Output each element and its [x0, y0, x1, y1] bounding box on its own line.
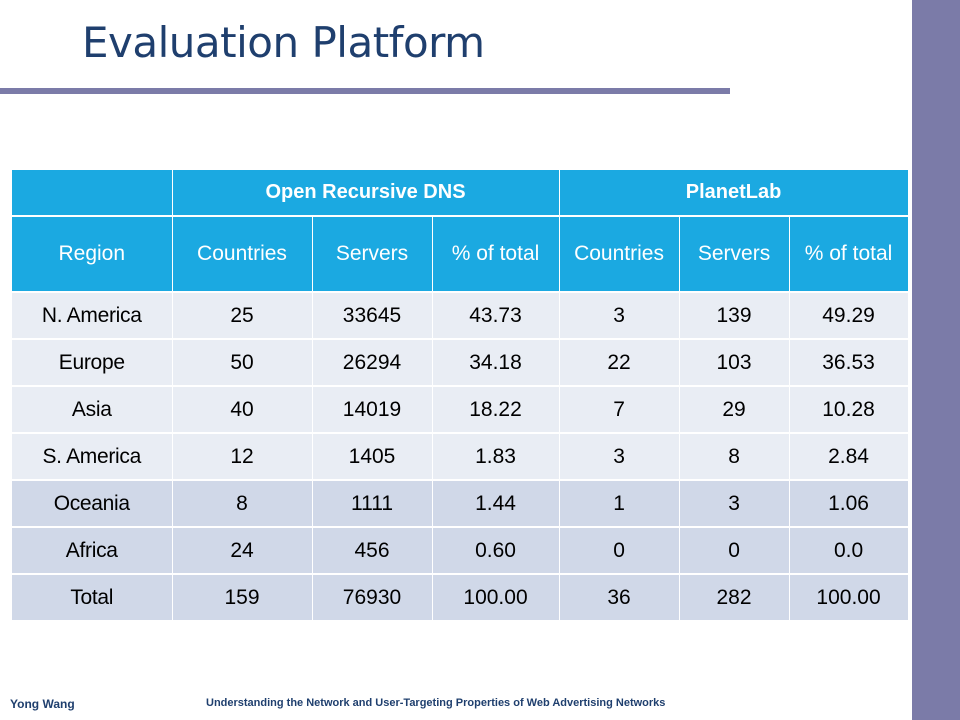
table-cell: 10.28 — [789, 386, 909, 434]
region-cell: Oceania — [12, 480, 173, 528]
group-header-open-recursive-dns: Open Recursive DNS — [172, 170, 560, 217]
group-header-row: Open Recursive DNS PlanetLab — [12, 170, 909, 217]
table-cell: 33645 — [312, 292, 433, 340]
table-cell: 26294 — [312, 339, 433, 387]
table-cell: 159 — [172, 574, 313, 622]
table-cell: 3 — [559, 433, 680, 481]
column-header-row: Region Countries Servers % of total Coun… — [12, 216, 909, 293]
table-cell: 139 — [679, 292, 790, 340]
table-cell: 29 — [679, 386, 790, 434]
table-cell: 76930 — [312, 574, 433, 622]
table-cell: 1111 — [312, 480, 433, 528]
region-cell: Africa — [12, 527, 173, 575]
table-cell: 36 — [559, 574, 680, 622]
table-cell: 2.84 — [789, 433, 909, 481]
table-cell: 1.44 — [432, 480, 560, 528]
column-header-servers: Servers — [679, 216, 790, 293]
table-cell: 282 — [679, 574, 790, 622]
region-cell: N. America — [12, 292, 173, 340]
table-cell: 1.06 — [789, 480, 909, 528]
table-cell: 43.73 — [432, 292, 560, 340]
table-cell: 103 — [679, 339, 790, 387]
footer-talk-title: Understanding the Network and User-Targe… — [206, 697, 666, 709]
table-cell: 100.00 — [432, 574, 560, 622]
corner-cell — [12, 170, 173, 217]
table-cell: 7 — [559, 386, 680, 434]
table-cell: 22 — [559, 339, 680, 387]
column-header-servers: Servers — [312, 216, 433, 293]
total-row: Total 159 76930 100.00 36 282 100.00 — [12, 574, 909, 622]
table-cell: 1 — [559, 480, 680, 528]
column-header-region: Region — [12, 216, 173, 293]
table-cell: 100.00 — [789, 574, 909, 622]
column-header-countries: Countries — [172, 216, 313, 293]
table-cell: 456 — [312, 527, 433, 575]
table-cell: 18.22 — [432, 386, 560, 434]
region-cell: S. America — [12, 433, 173, 481]
table-row: Asia 40 14019 18.22 7 29 10.28 — [12, 386, 909, 434]
group-header-planetlab: PlanetLab — [559, 170, 909, 217]
table-cell: 8 — [172, 480, 313, 528]
footer-author: Yong Wang — [10, 697, 75, 711]
region-cell: Total — [12, 574, 173, 622]
table-cell: 1.83 — [432, 433, 560, 481]
table-row: S. America 12 1405 1.83 3 8 2.84 — [12, 433, 909, 481]
table-cell: 40 — [172, 386, 313, 434]
table-cell: 0 — [559, 527, 680, 575]
region-cell: Asia — [12, 386, 173, 434]
slide-title: Evaluation Platform — [82, 18, 485, 67]
table-cell: 25 — [172, 292, 313, 340]
table-cell: 3 — [559, 292, 680, 340]
table-row: Africa 24 456 0.60 0 0 0.0 — [12, 527, 909, 575]
region-cell: Europe — [12, 339, 173, 387]
column-header-countries: Countries — [559, 216, 680, 293]
table-row: Oceania 8 1111 1.44 1 3 1.06 — [12, 480, 909, 528]
table-cell: 14019 — [312, 386, 433, 434]
column-header-percent-total: % of total — [432, 216, 560, 293]
table-cell: 24 — [172, 527, 313, 575]
table-cell: 12 — [172, 433, 313, 481]
table-cell: 0.60 — [432, 527, 560, 575]
table-cell: 8 — [679, 433, 790, 481]
table-cell: 3 — [679, 480, 790, 528]
table-row: N. America 25 33645 43.73 3 139 49.29 — [12, 292, 909, 340]
table-cell: 36.53 — [789, 339, 909, 387]
title-underline — [0, 88, 730, 94]
table-row: Europe 50 26294 34.18 22 103 36.53 — [12, 339, 909, 387]
side-accent-bar — [912, 0, 960, 720]
table-cell: 0.0 — [789, 527, 909, 575]
evaluation-table: Open Recursive DNS PlanetLab Region Coun… — [12, 170, 909, 622]
table-cell: 1405 — [312, 433, 433, 481]
table-cell: 34.18 — [432, 339, 560, 387]
table-cell: 0 — [679, 527, 790, 575]
table-cell: 50 — [172, 339, 313, 387]
column-header-percent-total: % of total — [789, 216, 909, 293]
table-cell: 49.29 — [789, 292, 909, 340]
